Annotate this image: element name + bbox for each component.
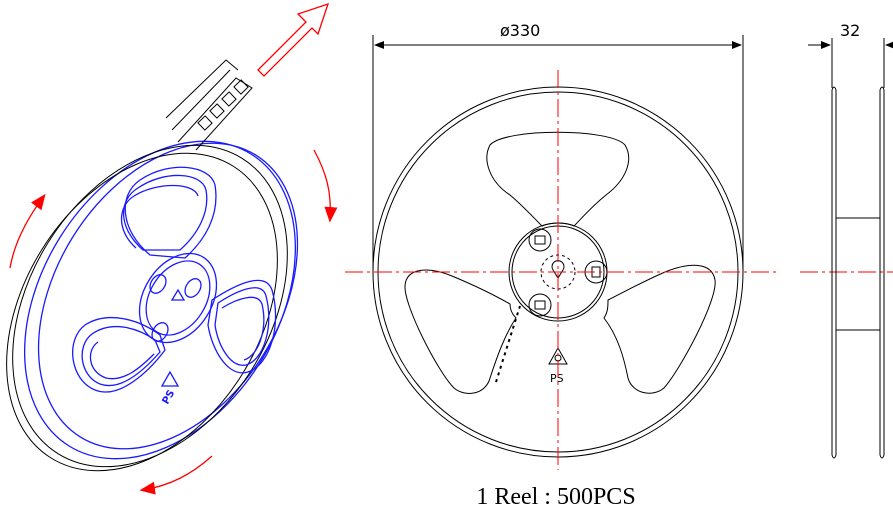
perspective-reel [6, 140, 299, 472]
centerlines [345, 70, 893, 470]
side-view [808, 38, 893, 459]
width-label: 32 [840, 21, 860, 40]
carrier-tape [165, 59, 253, 151]
rotation-arrow-icon [9, 193, 46, 269]
diameter-dimension [372, 35, 744, 272]
rotation-arrow-icon [313, 149, 338, 223]
diameter-label: ø330 [500, 21, 540, 40]
tape-pull-arrow-icon [257, 2, 330, 77]
rotation-arrows [9, 149, 338, 495]
reel-capacity-caption: 1 Reel : 500PCS [476, 484, 636, 510]
rotation-arrow-icon [139, 455, 213, 495]
perspective-ps-mark: PS [161, 388, 178, 406]
material-mark: PS [550, 372, 564, 385]
